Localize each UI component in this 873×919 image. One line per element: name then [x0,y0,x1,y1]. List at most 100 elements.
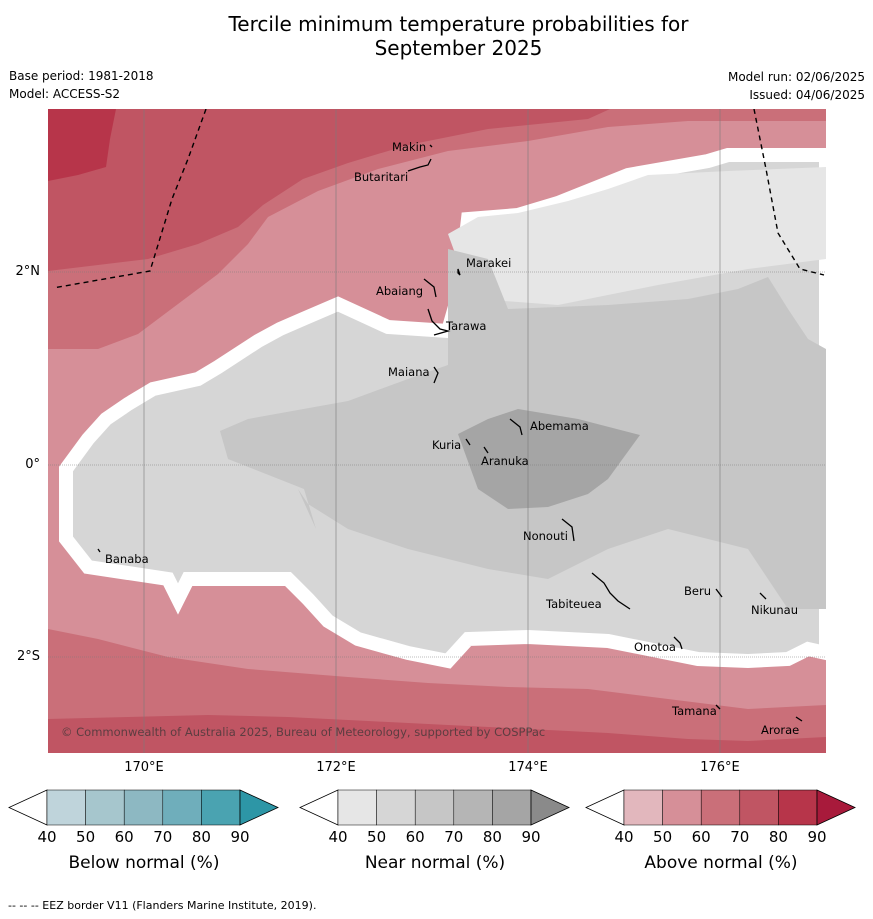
island-tarawa [427,308,451,336]
label-abemama: Abemama [530,419,589,433]
colorbar-below-high-extension [239,789,279,826]
colorbar-near-segment [337,789,377,826]
colorbar-below-tick: 60 [114,828,134,846]
colorbar-near-segment [414,789,455,826]
label-tabiteuea: Tabiteuea [545,597,602,611]
footer-note: -- -- -- EEZ border V11 (Flanders Marine… [8,899,317,912]
island-maiana [433,366,439,384]
probability-map: Makin Butaritari Marakei Abaiang Tarawa … [48,109,826,753]
label-aranuka: Aranuka [481,454,529,468]
label-nonouti: Nonouti [523,529,568,543]
above-70-north [48,109,610,271]
title-line-1: Tercile minimum temperature probabilitie… [228,12,689,36]
colorbar-above-tick: 60 [691,828,711,846]
colorbar-below-tick: 50 [76,828,96,846]
label-makin: Makin [392,140,426,154]
label-banaba: Banaba [105,552,149,566]
colorbar-near [299,789,570,826]
colorbar-above-high-extension [816,789,856,826]
island-nonouti [561,518,575,542]
label-butaritari: Butaritari [354,170,408,184]
colorbar-above-tick: 70 [730,828,750,846]
chart-title: Tercile minimum temperature probabilitie… [0,12,873,60]
colorbar-near-tick: 80 [482,828,502,846]
label-beru: Beru [684,584,711,598]
colorbar-above-tick: 90 [807,828,827,846]
copyright-text: © Commonwealth of Australia 2025, Bureau… [61,725,545,739]
label-marakei: Marakei [466,256,511,270]
island-beru [715,588,723,598]
near-40-region [448,167,826,305]
meta-right: Model run: 02/06/2025 Issued: 04/06/2025 [728,68,865,104]
colorbar-below-tick: 90 [230,828,250,846]
colorbar-below-low-extension [8,789,48,826]
island-marakei [457,268,461,276]
colorbar-near-tick: 50 [367,828,387,846]
island-onotoa [673,636,683,650]
island-tamana [715,704,721,710]
colorbar-above-tick: 40 [614,828,634,846]
islands [97,144,803,722]
label-tarawa: Tarawa [445,319,486,333]
colorbar-near-segment [376,789,416,826]
colorbar-above-low-extension [585,789,625,826]
colorbar-near-segment [453,789,493,826]
above-80-north [48,109,116,181]
colorbar-above-segment [778,789,818,826]
grid-lines [48,109,826,753]
colorbar-below-segment [85,789,125,826]
colorbar-above-segments [585,789,856,826]
colorbar-below-segment [201,789,241,826]
island-butaritari [407,158,432,172]
colorbar-above-tick: 80 [768,828,788,846]
colorbar-below-segments [8,789,279,826]
colorbar-below-segment [46,789,86,826]
lon-label-170e: 170°E [124,760,164,775]
colorbar-below [8,789,279,826]
eez-border [52,109,825,289]
label-abaiang: Abaiang [376,284,423,298]
island-tabiteuea [591,572,631,610]
colorbar-above-segment [623,789,663,826]
base-period: Base period: 1981-2018 [9,69,154,83]
colorbar-above-segment [700,789,741,826]
label-kuria: Kuria [432,438,461,452]
colorbar-near-tick: 90 [521,828,541,846]
label-maiana: Maiana [388,365,430,379]
label-arorae: Arorae [761,723,799,737]
island-banaba [97,548,101,553]
colorbar-below-title: Below normal (%) [68,853,220,873]
colorbar-above-tick: 50 [653,828,673,846]
colorbar-near-tick: 60 [405,828,425,846]
island-abemama [509,418,523,436]
meta-left: Base period: 1981-2018 Model: ACCESS-S2 [9,67,154,103]
colorbar-below-tick: 40 [37,828,57,846]
colorbar-below-tick: 70 [153,828,173,846]
island-abaiang [423,278,437,298]
model-name: Model: ACCESS-S2 [9,87,121,101]
colorbar-near-low-extension [299,789,339,826]
colorbar-near-title: Near normal (%) [364,853,506,873]
lon-label-174e: 174°E [508,760,548,775]
island-makin [429,144,433,148]
lon-label-172e: 172°E [316,760,356,775]
colorbar-near-high-extension [530,789,570,826]
colorbar-above-segment [739,789,779,826]
label-tamana: Tamana [671,704,717,718]
colorbar-below-segment [123,789,164,826]
label-nikunau: Nikunau [751,603,798,617]
issued-date: Issued: 04/06/2025 [749,88,865,102]
island-kuria [465,438,471,446]
colorbar-below-segment [162,789,202,826]
colorbar-above-segment [662,789,702,826]
colorbar-above [585,789,856,826]
island-arorae [795,716,803,722]
model-run: Model run: 02/06/2025 [727,70,865,84]
near-80-region [458,409,640,509]
island-nikunau [759,592,767,600]
colorbar-below-tick: 80 [191,828,211,846]
colorbar-above-title: Above normal (%) [644,853,798,873]
colorbar-near-tick: 70 [444,828,464,846]
lat-label-2n: 2°N [15,264,41,279]
lat-label-0: 0° [25,457,40,472]
